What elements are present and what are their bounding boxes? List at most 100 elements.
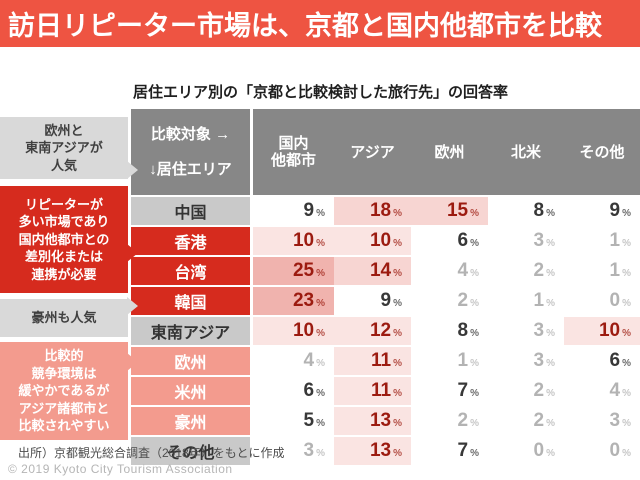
percent-unit: % [393, 328, 402, 340]
row-label: 欧州 [131, 347, 253, 378]
percent-unit: % [622, 238, 631, 250]
title-banner: 訪日リピーター市場は、京都と国内他都市を比較 [0, 0, 640, 47]
value-cell: 6% [411, 227, 488, 258]
value-cell: 3% [564, 407, 640, 438]
slide-title: 訪日リピーター市場は、京都と国内他都市を比較 [8, 11, 602, 41]
copyright-note: © 2019 Kyoto City Tourism Association [8, 462, 233, 476]
value-number: 6 [609, 350, 621, 372]
table-row: 欧州 4% 11% 1% 3% 6% [131, 347, 640, 378]
value-number: 10 [598, 320, 621, 342]
percent-unit: % [470, 448, 479, 460]
table-row: その他 3% 13% 7% 0% 0% [131, 437, 640, 468]
comparison-table: 比較対象 → ↓居住エリア 国内 他都市 アジア 欧州 北米 その他 中国 9% 18% 15… [131, 109, 640, 468]
value-cell: 6% [253, 377, 334, 408]
value-number: 1 [609, 230, 621, 252]
callout-arrow-icon [127, 353, 138, 371]
value-number: 10 [292, 320, 315, 342]
value-number: 3 [533, 230, 545, 252]
percent-unit: % [470, 298, 479, 310]
value-cell: 11% [334, 347, 411, 378]
value-cell: 2% [488, 407, 564, 438]
column-header: その他 [564, 109, 640, 198]
value-number: 2 [457, 410, 469, 432]
value-cell: 1% [564, 257, 640, 288]
value-number: 7 [457, 440, 469, 462]
value-cell: 2% [488, 257, 564, 288]
value-number: 11 [371, 350, 392, 372]
row-label: 東南アジア [131, 317, 253, 348]
value-number: 0 [533, 440, 545, 462]
percent-unit: % [546, 208, 555, 220]
value-cell: 8% [411, 317, 488, 348]
value-cell: 1% [564, 227, 640, 258]
value-cell: 2% [411, 287, 488, 318]
percent-unit: % [470, 238, 479, 250]
value-number: 3 [609, 410, 621, 432]
value-cell: 11% [334, 377, 411, 408]
percent-unit: % [316, 418, 325, 430]
value-cell: 18% [334, 197, 411, 228]
percent-unit: % [622, 358, 631, 370]
percent-unit: % [316, 328, 325, 340]
value-number: 1 [533, 290, 545, 312]
value-number: 0 [609, 440, 621, 462]
value-cell: 5% [253, 407, 334, 438]
value-number: 1 [457, 350, 469, 372]
value-cell: 3% [488, 227, 564, 258]
table-head-row: 比較対象 → ↓居住エリア 国内 他都市 アジア 欧州 北米 その他 [131, 109, 640, 198]
value-cell: 14% [334, 257, 411, 288]
percent-unit: % [546, 388, 555, 400]
value-number: 8 [533, 200, 545, 222]
percent-unit: % [470, 208, 479, 220]
table-body: 中国 9% 18% 15% 8% 9% 香港 10% 10% 6% 3% 1% 台湾 25% 14% 4% 2%… [131, 197, 640, 468]
percent-unit: % [393, 298, 402, 310]
value-number: 11 [371, 380, 392, 402]
value-cell: 12% [334, 317, 411, 348]
percent-unit: % [622, 328, 631, 340]
column-header: アジア [334, 109, 411, 198]
value-number: 13 [369, 440, 392, 462]
value-number: 7 [457, 380, 469, 402]
percent-unit: % [470, 388, 479, 400]
value-cell: 9% [334, 287, 411, 318]
value-cell: 9% [564, 197, 640, 228]
value-cell: 4% [564, 377, 640, 408]
table-row: 中国 9% 18% 15% 8% 9% [131, 197, 640, 228]
percent-unit: % [470, 268, 479, 280]
value-cell: 7% [411, 437, 488, 468]
percent-unit: % [546, 448, 555, 460]
value-cell: 15% [411, 197, 488, 228]
percent-unit: % [316, 358, 325, 370]
percent-unit: % [622, 388, 631, 400]
callout-arrow-icon [127, 244, 138, 262]
value-number: 10 [369, 230, 392, 252]
value-number: 4 [457, 260, 469, 282]
percent-unit: % [316, 238, 325, 250]
value-number: 14 [369, 260, 392, 282]
percent-unit: % [546, 298, 555, 310]
table-row: 東南アジア 10% 12% 8% 3% 10% [131, 317, 640, 348]
percent-unit: % [393, 448, 402, 460]
table-row: 台湾 25% 14% 4% 2% 1% [131, 257, 640, 288]
column-header: 国内 他都市 [253, 109, 334, 198]
percent-unit: % [316, 298, 325, 310]
value-number: 18 [369, 200, 392, 222]
value-cell: 6% [564, 347, 640, 378]
percent-unit: % [622, 448, 631, 460]
value-cell: 10% [334, 227, 411, 258]
corner-residence-area-label: ↓居住エリア [149, 160, 232, 178]
value-number: 3 [303, 440, 315, 462]
value-number: 10 [292, 230, 315, 252]
percent-unit: % [470, 418, 479, 430]
value-number: 2 [457, 290, 469, 312]
row-label: 中国 [131, 197, 253, 228]
table-subtitle: 居住エリア別の「京都と比較検討した旅行先」の回答率 [133, 84, 509, 101]
value-number: 6 [303, 380, 315, 402]
value-cell: 10% [253, 317, 334, 348]
percent-unit: % [393, 358, 402, 370]
row-label: 米州 [131, 377, 253, 408]
value-number: 2 [533, 410, 545, 432]
column-header: 北米 [488, 109, 564, 198]
callout-arrow-icon [127, 297, 138, 315]
